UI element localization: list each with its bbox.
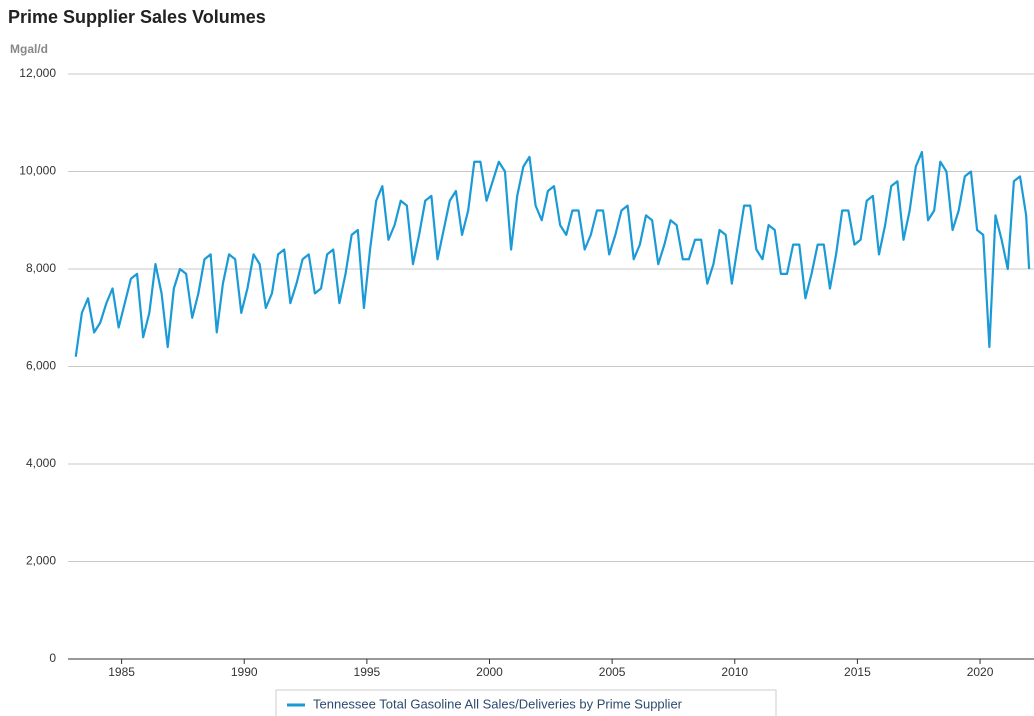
x-tick-label: 2005 — [599, 665, 626, 679]
chart-title: Prime Supplier Sales Volumes — [8, 7, 266, 27]
x-tick-label: 1985 — [108, 665, 135, 679]
y-tick-label: 0 — [49, 651, 56, 665]
y-axis-unit: Mgal/d — [10, 42, 48, 56]
y-tick-label: 4,000 — [26, 456, 56, 470]
x-tick-label: 1995 — [354, 665, 381, 679]
y-tick-label: 6,000 — [26, 359, 56, 373]
x-tick-label: 2000 — [476, 665, 503, 679]
y-tick-label: 8,000 — [26, 261, 56, 275]
x-tick-label: 2010 — [721, 665, 748, 679]
legend-box — [275, 689, 777, 716]
y-tick-label: 12,000 — [19, 66, 56, 80]
legend-label: Tennessee Total Gasoline All Sales/Deliv… — [313, 696, 683, 711]
x-tick-label: 2015 — [844, 665, 871, 679]
y-tick-label: 10,000 — [19, 164, 56, 178]
x-tick-label: 1990 — [231, 665, 258, 679]
x-tick-label: 2020 — [967, 665, 994, 679]
data-line — [74, 150, 1031, 357]
y-tick-label: 2,000 — [26, 554, 56, 568]
